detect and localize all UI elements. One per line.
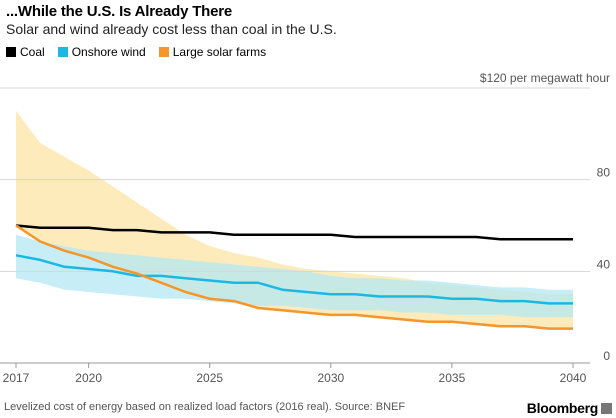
x-tick-label-2030: 2030 xyxy=(317,371,344,385)
x-tick-label-2025: 2025 xyxy=(196,371,223,385)
legend-item-large-solar-farms: Large solar farms xyxy=(158,45,267,59)
legend-item-coal: Coal xyxy=(6,45,45,59)
legend: Coal Onshore wind Large solar farms xyxy=(6,45,279,59)
x-tick-label-2035: 2035 xyxy=(439,371,466,385)
x-tick-label-2020: 2020 xyxy=(75,371,102,385)
x-tick-label-2040: 2040 xyxy=(560,371,587,385)
brand-logo: Bloomberg xyxy=(527,400,612,416)
legend-label-large-solar-farms: Large solar farms xyxy=(172,45,267,59)
series-line-large-solar-farms xyxy=(15,224,573,330)
brand-mark-icon xyxy=(601,402,612,414)
series-line-coal xyxy=(15,224,573,241)
source-note: Levelized cost of energy based on realiz… xyxy=(4,401,406,413)
brand-name: Bloomberg xyxy=(526,400,599,416)
y-tick-label-80: 80 xyxy=(597,166,611,180)
legend-label-coal: Coal xyxy=(20,45,45,59)
legend-swatch-onshore-wind xyxy=(57,47,68,57)
x-tick-label-2017: 2017 xyxy=(3,371,30,385)
chart-subtitle: Solar and wind already cost less than co… xyxy=(6,21,337,37)
legend-swatch-coal xyxy=(6,47,16,57)
legend-swatch-large-solar-farms xyxy=(158,47,169,57)
y-tick-label-0: 0 xyxy=(603,349,610,363)
legend-item-onshore-wind: Onshore wind xyxy=(57,45,146,59)
series-line-onshore-wind xyxy=(15,254,573,305)
y-tick-label-40: 40 xyxy=(597,257,611,271)
chart-title: ...While the U.S. Is Already There xyxy=(6,3,233,20)
y-axis-unit-label: $120 per megawatt hour xyxy=(479,71,610,85)
legend-label-onshore-wind: Onshore wind xyxy=(71,45,146,59)
